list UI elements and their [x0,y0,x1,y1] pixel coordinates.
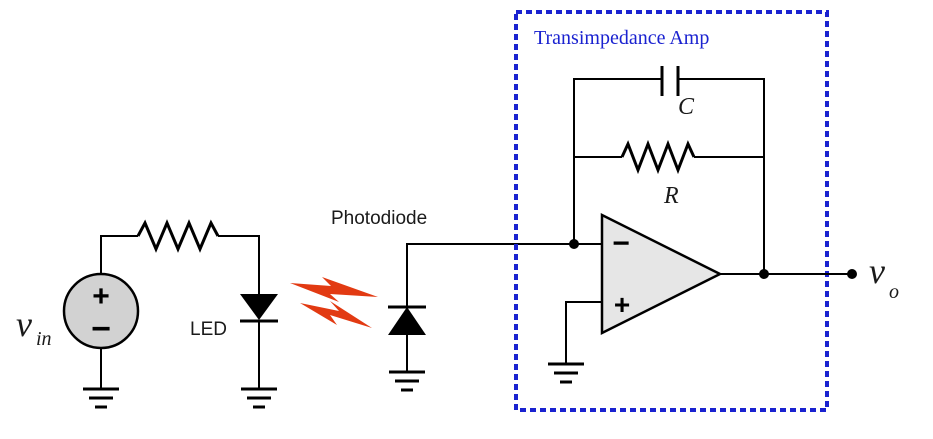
transimpedance-amp-title: Transimpedance Amp [534,27,709,49]
capacitor-label: C [678,94,695,120]
source-minus-sign: − [91,310,111,348]
light-ray-icon [290,277,378,328]
wire-noninverting-to-ground [565,301,602,364]
led-series-resistor [136,219,220,253]
capacitor-symbol [660,66,680,96]
feedback-resistor [620,139,696,175]
wire-feedback-right [678,78,765,274]
junction-node [569,239,579,249]
transimpedance-amp-box [514,10,829,412]
wire-feedback-left [573,78,662,244]
ground-icon [241,387,277,409]
photodiode-label: Photodiode [331,208,427,229]
voltage-source: + − [62,272,140,350]
inverting-input-sign: − [612,227,630,260]
output-terminal [847,269,857,279]
source-label-subscript: in [36,328,52,350]
led-label: LED [190,319,227,340]
wire-photodiode-to-inverting-input [406,243,578,306]
wire-source-to-resistor [100,235,138,274]
photodiode-symbol [388,305,426,335]
noninverting-input-sign: + [614,289,630,320]
op-amp [600,212,723,336]
ground-icon [389,370,425,392]
resistor-label: R [663,183,679,209]
wire-resistor-to-led [218,235,260,294]
junction-node [759,269,769,279]
ground-icon [83,387,119,409]
output-label-subscript: o [889,281,899,303]
ground-icon [548,362,584,384]
output-label: v [869,251,885,291]
source-plus-sign: + [92,280,110,313]
source-label: v [16,304,32,344]
led-symbol [240,294,278,323]
